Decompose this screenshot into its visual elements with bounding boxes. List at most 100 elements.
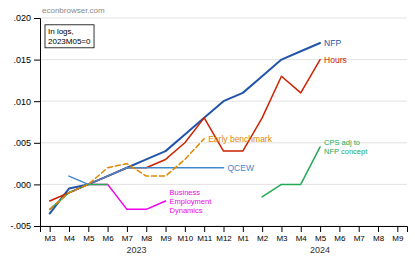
x-tick: M8 <box>373 226 385 243</box>
x-tick-label: M6 <box>334 234 346 243</box>
x-tick-label: M1 <box>238 234 250 243</box>
x-tick: M4 <box>296 226 308 243</box>
x-tick-mark <box>320 226 321 232</box>
x-tick: M11 <box>197 226 213 243</box>
x-tick-mark <box>146 226 147 232</box>
x-tick-label: M9 <box>392 234 404 243</box>
lines <box>50 43 320 214</box>
x-tick-mark <box>166 226 167 232</box>
y-tick: .015 <box>13 55 40 65</box>
y-tick-label: .020 <box>13 13 31 23</box>
x-tick: M3 <box>276 226 288 243</box>
y-tick-label: .000 <box>13 180 31 190</box>
x-tick-mark <box>69 226 70 232</box>
y-tick-mark <box>34 60 40 61</box>
x-tick-label: M10 <box>178 234 194 243</box>
x-tick-mark <box>339 226 340 232</box>
series-line <box>50 60 320 201</box>
y-tick: -.005 <box>10 221 40 231</box>
x-tick-label: M9 <box>160 234 172 243</box>
x-tick: M9 <box>160 226 172 243</box>
series-label: Hours <box>324 55 347 65</box>
x-tick: M7 <box>354 226 366 243</box>
x-tick-mark <box>281 226 282 232</box>
x-tick-mark <box>185 226 186 232</box>
x-tick: M2 <box>257 226 269 243</box>
x-tick-label: M12 <box>216 234 232 243</box>
x-tick-label: M4 <box>296 234 308 243</box>
y-tick: .010 <box>13 97 40 107</box>
x-tick: M1 <box>238 226 250 243</box>
x-tick-label: M3 <box>45 234 57 243</box>
x-tick: M6 <box>334 226 346 243</box>
x-tick-label: M6 <box>103 234 115 243</box>
x-tick-label: M5 <box>315 234 327 243</box>
x-tick: M10 <box>178 226 194 243</box>
x-tick: M7 <box>122 226 134 243</box>
x-tick-mark <box>127 226 128 232</box>
x-tick-mark <box>50 226 51 232</box>
y-tick: .000 <box>13 180 40 190</box>
y-axis: -.005 .000 .005 .010 .015 .020 <box>10 13 40 231</box>
series-label: Early benchmark <box>208 134 273 144</box>
x-tick: M4 <box>64 226 76 243</box>
series-label: BusinessEmploymentDynamics <box>170 188 213 215</box>
note-box-frame <box>45 25 94 48</box>
year-labels: 20232024 <box>127 245 331 255</box>
year-label: 2024 <box>310 245 330 255</box>
series-labels: NFP Hours QCEW BusinessEmploymentDynamics CP… <box>170 38 369 215</box>
chart: M3 M4 M5 M6 M7 M8 M9 M10M11M12 M1 M2 M3 M4 M5 M6 M7 M8 M… <box>0 0 415 260</box>
x-tick-mark <box>262 226 263 232</box>
series-label: QCEW <box>228 163 254 173</box>
grid-line <box>40 18 407 19</box>
x-axis-line <box>41 227 408 233</box>
x-tick-label: M11 <box>197 234 213 243</box>
y-tick-label: .015 <box>13 55 31 65</box>
x-tick-mark <box>378 226 379 232</box>
chart-container: M3 M4 M5 M6 M7 M8 M9 M10M11M12 M1 M2 M3 M4 M5 M6 M7 M8 M… <box>0 0 415 260</box>
x-tick: M5 <box>83 226 95 243</box>
x-tick: M8 <box>141 226 153 243</box>
x-tick-label: M7 <box>122 234 134 243</box>
x-tick-mark <box>224 226 225 232</box>
x-axis: M3 M4 M5 M6 M7 M8 M9 M10M11M12 M1 M2 M3 M4 M5 M6 M7 M8 M… <box>41 226 408 243</box>
x-tick: M12 <box>216 226 232 243</box>
y-tick-mark <box>34 101 40 102</box>
series-label: NFP <box>324 38 341 48</box>
x-tick: M5 <box>315 226 327 243</box>
x-tick-mark <box>301 226 302 232</box>
y-tick-mark <box>34 143 40 144</box>
y-tick-label: .010 <box>13 97 31 107</box>
series-label: CPS adj toNFP concept <box>324 138 368 156</box>
y-tick-mark <box>34 18 40 19</box>
series-line <box>50 43 320 214</box>
x-tick-label: M8 <box>373 234 385 243</box>
x-tick-mark <box>88 226 89 232</box>
y-tick-mark <box>34 184 40 185</box>
x-tick-label: M8 <box>141 234 153 243</box>
y-tick-label: -.005 <box>10 221 31 231</box>
x-tick-mark <box>397 226 398 232</box>
y-tick-label: .005 <box>13 138 31 148</box>
y-tick: .005 <box>13 138 40 148</box>
x-tick: M3 <box>45 226 57 243</box>
x-tick-mark <box>359 226 360 232</box>
grid-line <box>40 59 407 60</box>
y-tick: .020 <box>13 13 40 23</box>
x-tick-mark <box>243 226 244 232</box>
grid <box>40 18 407 226</box>
x-tick-label: M5 <box>83 234 95 243</box>
x-tick-mark <box>108 226 109 232</box>
series-line <box>69 184 166 209</box>
note-box: In logs,2023M05=0 <box>45 25 94 48</box>
x-tick-label: M2 <box>257 234 269 243</box>
x-tick: M9 <box>392 226 404 243</box>
x-tick-label: M4 <box>64 234 76 243</box>
x-tick: M6 <box>103 226 115 243</box>
y-tick-mark <box>34 226 40 227</box>
x-tick-label: M7 <box>354 234 366 243</box>
y-axis-line <box>34 19 41 227</box>
x-tick-label: M3 <box>276 234 288 243</box>
series-line <box>50 147 320 209</box>
source-text: econbrowser.com <box>42 6 105 15</box>
